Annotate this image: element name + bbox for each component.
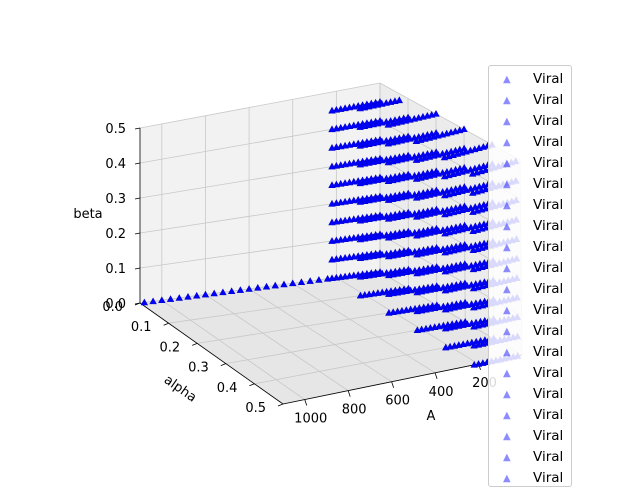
y-tick-label: 0.4 [217, 381, 238, 396]
legend-item: ▲ Viral [489, 342, 571, 363]
y-tick-label: 0.2 [160, 340, 181, 355]
legend-label: Viral [533, 176, 563, 192]
legend-label: Viral [533, 281, 563, 297]
y-tick-label: 0.3 [188, 361, 209, 376]
triangle-icon: ▲ [503, 327, 511, 337]
legend-item: ▲ Viral [489, 153, 571, 174]
legend-item: ▲ Viral [489, 405, 571, 426]
triangle-icon: ▲ [503, 138, 511, 148]
triangle-icon: ▲ [503, 243, 511, 253]
triangle-icon: ▲ [503, 411, 511, 421]
y-tick [192, 343, 197, 345]
x-tick-label: 800 [342, 403, 367, 418]
legend-item: ▲ Viral [489, 132, 571, 153]
legend-item: ▲ Viral [489, 90, 571, 111]
legend-item: ▲ Viral [489, 447, 571, 468]
x-tick-label: 400 [429, 385, 454, 400]
x-tick-label: 1000 [294, 412, 327, 427]
z-axis-label: beta [73, 207, 102, 222]
legend-item: ▲ Viral [489, 258, 571, 279]
legend-item: ▲ Viral [489, 300, 571, 321]
z-tick [135, 198, 140, 199]
z-tick [135, 163, 140, 164]
triangle-icon: ▲ [503, 201, 511, 211]
triangle-icon: ▲ [503, 222, 511, 232]
triangle-icon: ▲ [503, 159, 511, 169]
legend-item: ▲ Viral [489, 111, 571, 132]
x-axis-label: A [427, 409, 436, 424]
x-tick-label: 600 [385, 394, 410, 409]
x-tick [348, 391, 350, 397]
legend-item: ▲ Viral [489, 279, 571, 300]
legend-label: Viral [533, 386, 563, 402]
legend-item: ▲ Viral [489, 216, 571, 237]
x-tick [392, 382, 394, 388]
legend-label: Viral [533, 470, 563, 486]
x-tick [435, 373, 437, 379]
legend-item: ▲ Viral [489, 174, 571, 195]
legend-label: Viral [533, 134, 563, 150]
y-tick-label: 0.0 [102, 300, 123, 315]
legend-label: Viral [533, 449, 563, 465]
y-tick [249, 384, 254, 386]
y-axis-label: alpha [161, 373, 199, 406]
legend-label: Viral [533, 302, 563, 318]
z-tick-label: 0.2 [105, 227, 126, 242]
triangle-icon: ▲ [503, 369, 511, 379]
back-pane [140, 83, 380, 303]
legend: ▲ Viral ▲ Viral ▲ Viral ▲ Viral ▲ Viral ▲ Viral ▲ Vir… [488, 65, 572, 487]
y-tick-label: 0.1 [131, 320, 152, 335]
z-tick [135, 268, 140, 269]
z-tick-label: 0.4 [105, 157, 126, 172]
legend-label: Viral [533, 323, 563, 339]
y-tick [221, 364, 226, 366]
x-tick [305, 400, 307, 406]
z-tick-label: 0.5 [105, 122, 126, 137]
y-tick [278, 404, 283, 406]
triangle-icon: ▲ [503, 306, 511, 316]
legend-label: Viral [533, 71, 563, 87]
triangle-icon: ▲ [503, 348, 511, 358]
z-tick-label: 0.1 [105, 262, 126, 277]
legend-label: Viral [533, 407, 563, 423]
legend-item: ▲ Viral [489, 468, 571, 487]
legend-label: Viral [533, 197, 563, 213]
legend-item: ▲ Viral [489, 237, 571, 258]
triangle-icon: ▲ [503, 432, 511, 442]
legend-label: Viral [533, 344, 563, 360]
triangle-icon: ▲ [503, 285, 511, 295]
triangle-icon: ▲ [503, 117, 511, 127]
legend-label: Viral [533, 155, 563, 171]
legend-item: ▲ Viral [489, 69, 571, 90]
triangle-icon: ▲ [503, 390, 511, 400]
legend-label: Viral [533, 218, 563, 234]
legend-label: Viral [533, 92, 563, 108]
legend-label: Viral [533, 260, 563, 276]
y-tick-label: 0.5 [245, 401, 266, 416]
legend-item: ▲ Viral [489, 384, 571, 405]
y-tick [164, 323, 169, 325]
z-tick-label: 0.3 [105, 192, 126, 207]
triangle-icon: ▲ [503, 453, 511, 463]
legend-item: ▲ Viral [489, 426, 571, 447]
legend-label: Viral [533, 113, 563, 129]
triangle-icon: ▲ [503, 180, 511, 190]
legend-label: Viral [533, 239, 563, 255]
triangle-icon: ▲ [503, 474, 511, 484]
legend-item: ▲ Viral [489, 321, 571, 342]
legend-label: Viral [533, 428, 563, 444]
legend-label: Viral [533, 365, 563, 381]
z-tick [135, 128, 140, 129]
triangle-icon: ▲ [503, 75, 511, 85]
z-tick [135, 233, 140, 234]
legend-item: ▲ Viral [489, 195, 571, 216]
legend-item: ▲ Viral [489, 363, 571, 384]
triangle-icon: ▲ [503, 264, 511, 274]
triangle-icon: ▲ [503, 96, 511, 106]
